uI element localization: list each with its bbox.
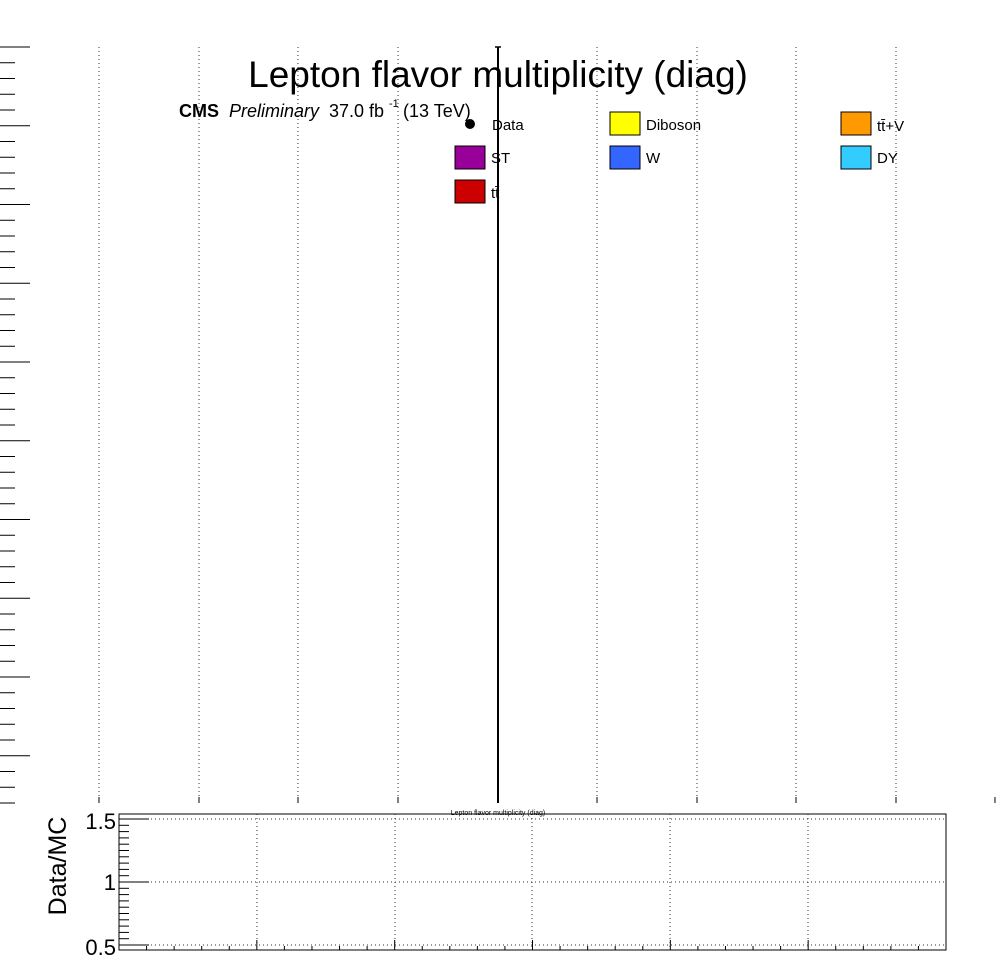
- legend-swatch-ttv: [840, 111, 872, 136]
- legend-label-tt: tt̄: [491, 185, 500, 202]
- legend-swatch-st: [454, 145, 486, 170]
- legend-swatch-dy: [840, 145, 872, 170]
- legend-swatch-diboson: [609, 111, 641, 136]
- ratio-ytick-label-mid: 1: [104, 870, 116, 895]
- ratio-grid-lines: [119, 814, 946, 950]
- legend-entry-st: ST: [454, 145, 510, 170]
- legend-entry-data: Data: [465, 117, 524, 134]
- legend-swatch-w: [609, 145, 641, 170]
- legend-label-ttv: tt̄+V: [877, 118, 904, 135]
- legend-entry-w: W: [609, 145, 661, 170]
- cms-label-group: CMS Preliminary 37.0 fb -1 (13 TeV): [179, 98, 471, 121]
- legend-entry-tt: tt̄: [454, 179, 500, 204]
- ratio-ytick-label-low: 0.5: [85, 935, 116, 960]
- legend-entry-dy: DY: [840, 145, 898, 170]
- ratio-ytick-label-high: 1.5: [85, 809, 116, 834]
- ratio-pad: 1.5 1 0.5 Data/MC: [44, 809, 947, 960]
- main-y-axis: [0, 46, 30, 804]
- legend-label-st: ST: [491, 150, 510, 167]
- legend-entry-diboson: Diboson: [609, 111, 701, 136]
- main-pad: Lepton flavor multiplicity (diag) CMS Pr…: [0, 46, 996, 817]
- chart-title: Lepton flavor multiplicity (diag): [248, 54, 748, 95]
- lumi-label: 37.0 fb: [329, 101, 384, 121]
- preliminary-label: Preliminary: [229, 101, 320, 121]
- legend: Data Diboson tt̄+V ST W DY: [454, 111, 904, 204]
- cms-label: CMS: [179, 101, 219, 121]
- legend-label-dy: DY: [877, 150, 898, 167]
- ratio-y-axis-label: Data/MC: [44, 817, 72, 916]
- legend-label-diboson: Diboson: [646, 117, 701, 134]
- ratio-axis-ticks: [118, 818, 947, 950]
- legend-label-w: W: [646, 150, 661, 167]
- legend-entry-ttv: tt̄+V: [840, 111, 904, 136]
- main-x-axis: [98, 797, 996, 803]
- lumi-exponent: -1: [389, 98, 399, 110]
- energy-label: (13 TeV): [403, 101, 471, 121]
- legend-swatch-tt: [454, 179, 486, 204]
- legend-label-data: Data: [492, 117, 524, 134]
- legend-marker-data: [465, 119, 475, 129]
